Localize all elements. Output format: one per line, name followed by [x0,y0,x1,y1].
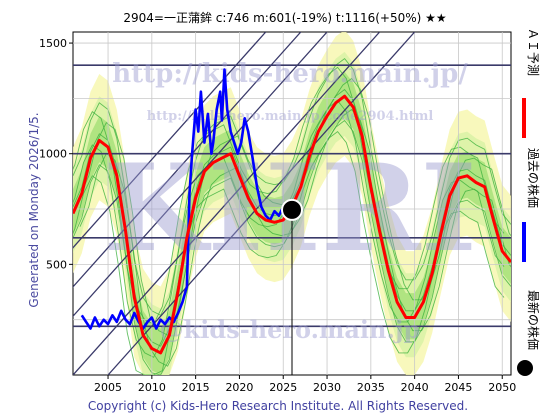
legend-latest-price-swatch [517,360,533,376]
latest-price-marker [281,198,303,221]
y-axis: 500 1000 1500 [39,37,73,271]
legend: ＡＩ予測 過去の株価 最新の株価 [517,28,541,376]
simulation-line [73,66,505,325]
chart-title: 2904=一正蒲鉾 c:746 m:601(-19%) t:1116(+50%)… [123,10,446,25]
simulation-line [79,108,511,367]
watermark: KHRI http://kids-hero.main.jp/ http://ki… [103,59,477,344]
legend-latest-price-label: 最新の株価 [526,290,541,350]
y-tick-label: 1000 [39,148,67,161]
watermark-code-url: http://kids-hero.main.jp/code2904.html [147,109,434,124]
x-tick-label: 2005 [94,381,122,394]
x-tick-label: 2010 [138,381,166,394]
legend-past-price-label: 過去の株価 [526,148,541,208]
x-tick-label: 2040 [401,381,429,394]
x-tick-label: 2045 [444,381,472,394]
series-line [80,68,293,330]
copyright: Copyright (c) Kids-Hero Research Institu… [88,399,468,413]
y-tick-label: 1500 [39,37,67,50]
x-tick-label: 2050 [488,381,516,394]
trend-line [73,32,302,288]
x-tick-label: 2025 [269,381,297,394]
x-axis: 2005 2010 2015 2020 2025 2030 2035 2040 2045 2050 [94,375,516,394]
x-tick-label: 2020 [225,381,253,394]
legend-ai-forecast-label: ＡＩ予測 [526,28,540,76]
x-tick-label: 2030 [313,381,341,394]
watermark-bottom-url: @kids-hero.main.jp [160,315,421,344]
generated-label: Generated on Monday 2026/1/5. [27,112,41,307]
x-tick-label: 2015 [182,381,210,394]
latest-marker-group [281,198,303,375]
y-tick-label: 500 [46,258,67,271]
trend-line [73,32,328,318]
x-tick-label: 2035 [357,381,385,394]
trend-line [73,32,267,249]
watermark-url: http://kids-hero.main.jp/ [112,59,468,89]
